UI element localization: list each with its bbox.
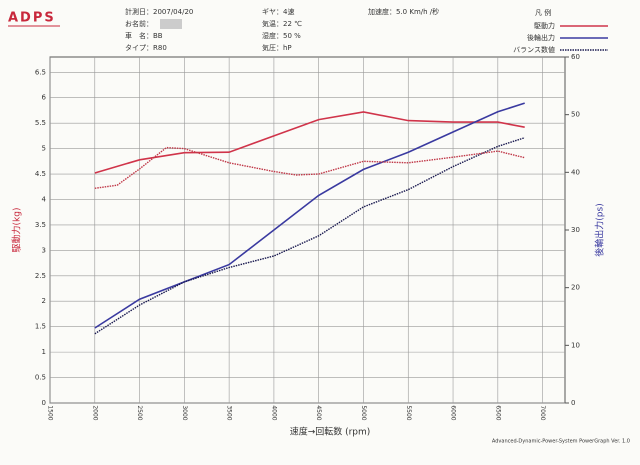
legend-label: バランス数値 bbox=[513, 45, 555, 54]
name-blur bbox=[160, 19, 182, 29]
y-tick-label: 1.5 bbox=[35, 323, 46, 331]
x-tick-label: 2500 bbox=[136, 405, 143, 420]
x-tick-label: 3500 bbox=[226, 405, 233, 420]
y-tick-label: 4.5 bbox=[35, 170, 46, 178]
y-tick-label: 6 bbox=[42, 94, 47, 102]
y-tick-label: 4 bbox=[42, 195, 47, 203]
car: 車 名：BB bbox=[125, 31, 163, 40]
accel: 加速度：5.0 Km/h /秒 bbox=[368, 7, 439, 16]
gear: ギヤ：4速 bbox=[262, 8, 294, 16]
y-tick-label: 3.5 bbox=[35, 221, 46, 229]
y2-tick-label: 10 bbox=[571, 341, 580, 349]
humidity: 湿度：50 % bbox=[262, 31, 301, 40]
y-axis-label: 駆動力(kg) bbox=[11, 208, 23, 253]
y2-tick-label: 50 bbox=[571, 111, 580, 119]
footer: Advanced-Dynamic-Power-System PowerGraph… bbox=[492, 439, 630, 445]
y2-tick-label: 0 bbox=[571, 399, 575, 407]
date: 計測日：2007/04/20 bbox=[125, 7, 193, 16]
x-tick-label: 6500 bbox=[494, 405, 501, 420]
y2-axis-label: 後輪出力(ps) bbox=[594, 203, 606, 256]
y2-tick-label: 30 bbox=[571, 226, 580, 234]
series-line bbox=[94, 111, 525, 174]
y-tick-label: 2 bbox=[42, 297, 46, 305]
x-tick-label: 4000 bbox=[270, 405, 277, 420]
legend-title: 凡 例 bbox=[535, 8, 551, 17]
x-tick-label: 4500 bbox=[315, 405, 322, 420]
logo: ADPS bbox=[8, 11, 56, 26]
y-tick-label: 2.5 bbox=[35, 272, 46, 280]
y-tick-label: 0 bbox=[42, 399, 46, 407]
legend-label: 後輪出力 bbox=[527, 33, 555, 42]
series-line bbox=[94, 146, 525, 189]
y-tick-label: 6.5 bbox=[35, 68, 46, 76]
x-tick-label: 6000 bbox=[450, 405, 457, 420]
y2-tick-label: 40 bbox=[571, 168, 580, 176]
y2-tick-label: 20 bbox=[571, 284, 580, 292]
x-tick-label: 3000 bbox=[181, 405, 188, 420]
x-tick-label: 1500 bbox=[47, 405, 54, 420]
series-line bbox=[94, 137, 525, 335]
x-tick-label: 2000 bbox=[91, 405, 98, 420]
y-tick-label: 3 bbox=[42, 246, 46, 254]
y-tick-label: 1 bbox=[42, 348, 46, 356]
x-tick-label: 5500 bbox=[405, 405, 412, 420]
pressure: 気圧：hP bbox=[262, 43, 292, 52]
type: タイプ：R80 bbox=[125, 43, 167, 52]
y-tick-label: 5.5 bbox=[35, 119, 46, 127]
temp: 気温：22 ℃ bbox=[262, 19, 302, 28]
x-axis-label: 速度→回転数 (rpm) bbox=[290, 426, 371, 438]
legend-label: 駆動力 bbox=[534, 21, 555, 30]
y-tick-label: 5 bbox=[42, 145, 46, 153]
y-tick-label: 0.5 bbox=[35, 374, 46, 382]
x-tick-label: 7000 bbox=[539, 405, 546, 420]
name: お名前： bbox=[125, 19, 153, 28]
series-line bbox=[94, 102, 525, 329]
y2-tick-label: 60 bbox=[571, 53, 580, 61]
x-tick-label: 5000 bbox=[360, 405, 367, 420]
